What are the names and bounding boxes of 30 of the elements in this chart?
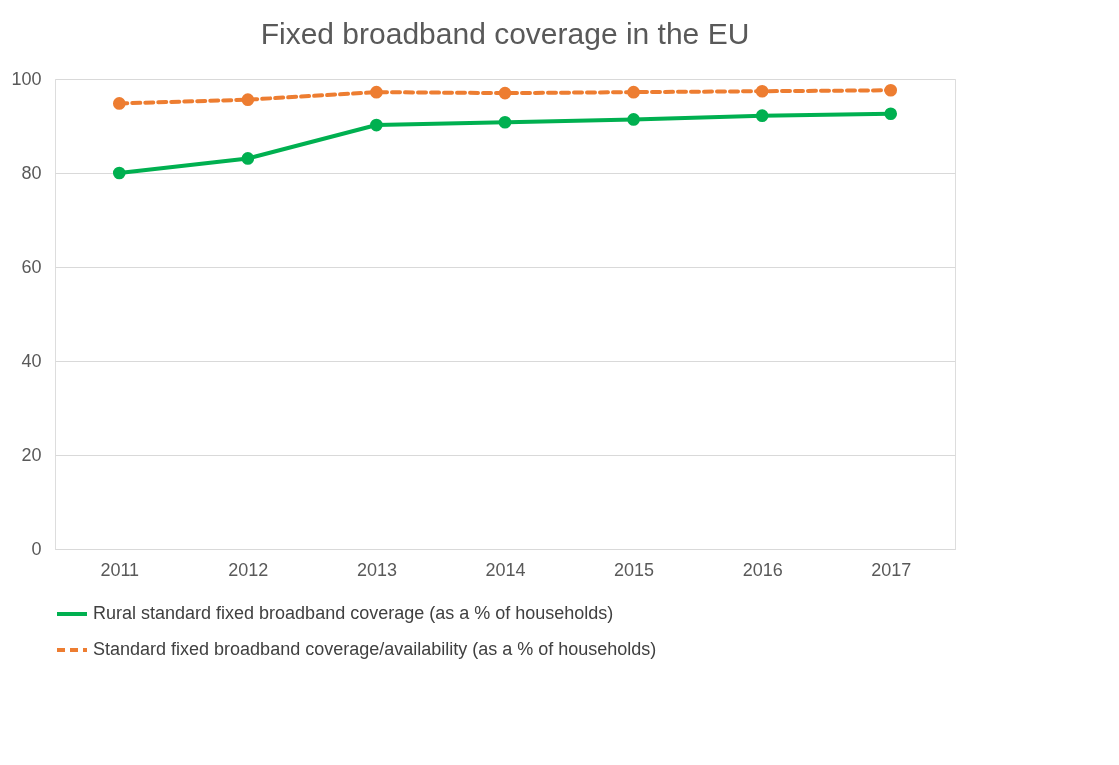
point [755,84,769,98]
point [755,109,769,122]
point [370,118,383,132]
x-tick-label: 2017 [871,559,912,580]
y-tick-label: 100 [11,68,42,89]
y-tick-label: 40 [21,350,42,371]
chart-title: Fixed broadband coverage in the EU [260,17,750,50]
x-tick-label: 2015 [614,559,655,580]
y-tick-label: 60 [21,256,42,277]
point [498,115,512,129]
legend-label: Rural standard fixed broadband coverage (as a % of households) [93,603,614,623]
x-tick-label: 2011 [100,559,140,580]
point [241,93,255,106]
x-tick-label: 2016 [742,559,783,580]
x-tick-label: 2013 [356,559,397,580]
x-tick-label: 2014 [485,559,526,580]
point [241,152,255,165]
point [370,85,383,99]
point [112,166,126,180]
y-tick-label: 80 [21,162,42,183]
point [884,107,898,121]
point [627,113,640,126]
y-tick-label: 20 [21,444,42,465]
legend-label: Standard fixed broadband coverage/availability (as a % of households) [93,639,657,659]
point [112,97,126,110]
point [627,85,640,99]
x-tick-label: 2012 [228,559,269,580]
point [498,86,512,100]
point [884,83,898,97]
y-tick-label: 0 [31,538,42,559]
